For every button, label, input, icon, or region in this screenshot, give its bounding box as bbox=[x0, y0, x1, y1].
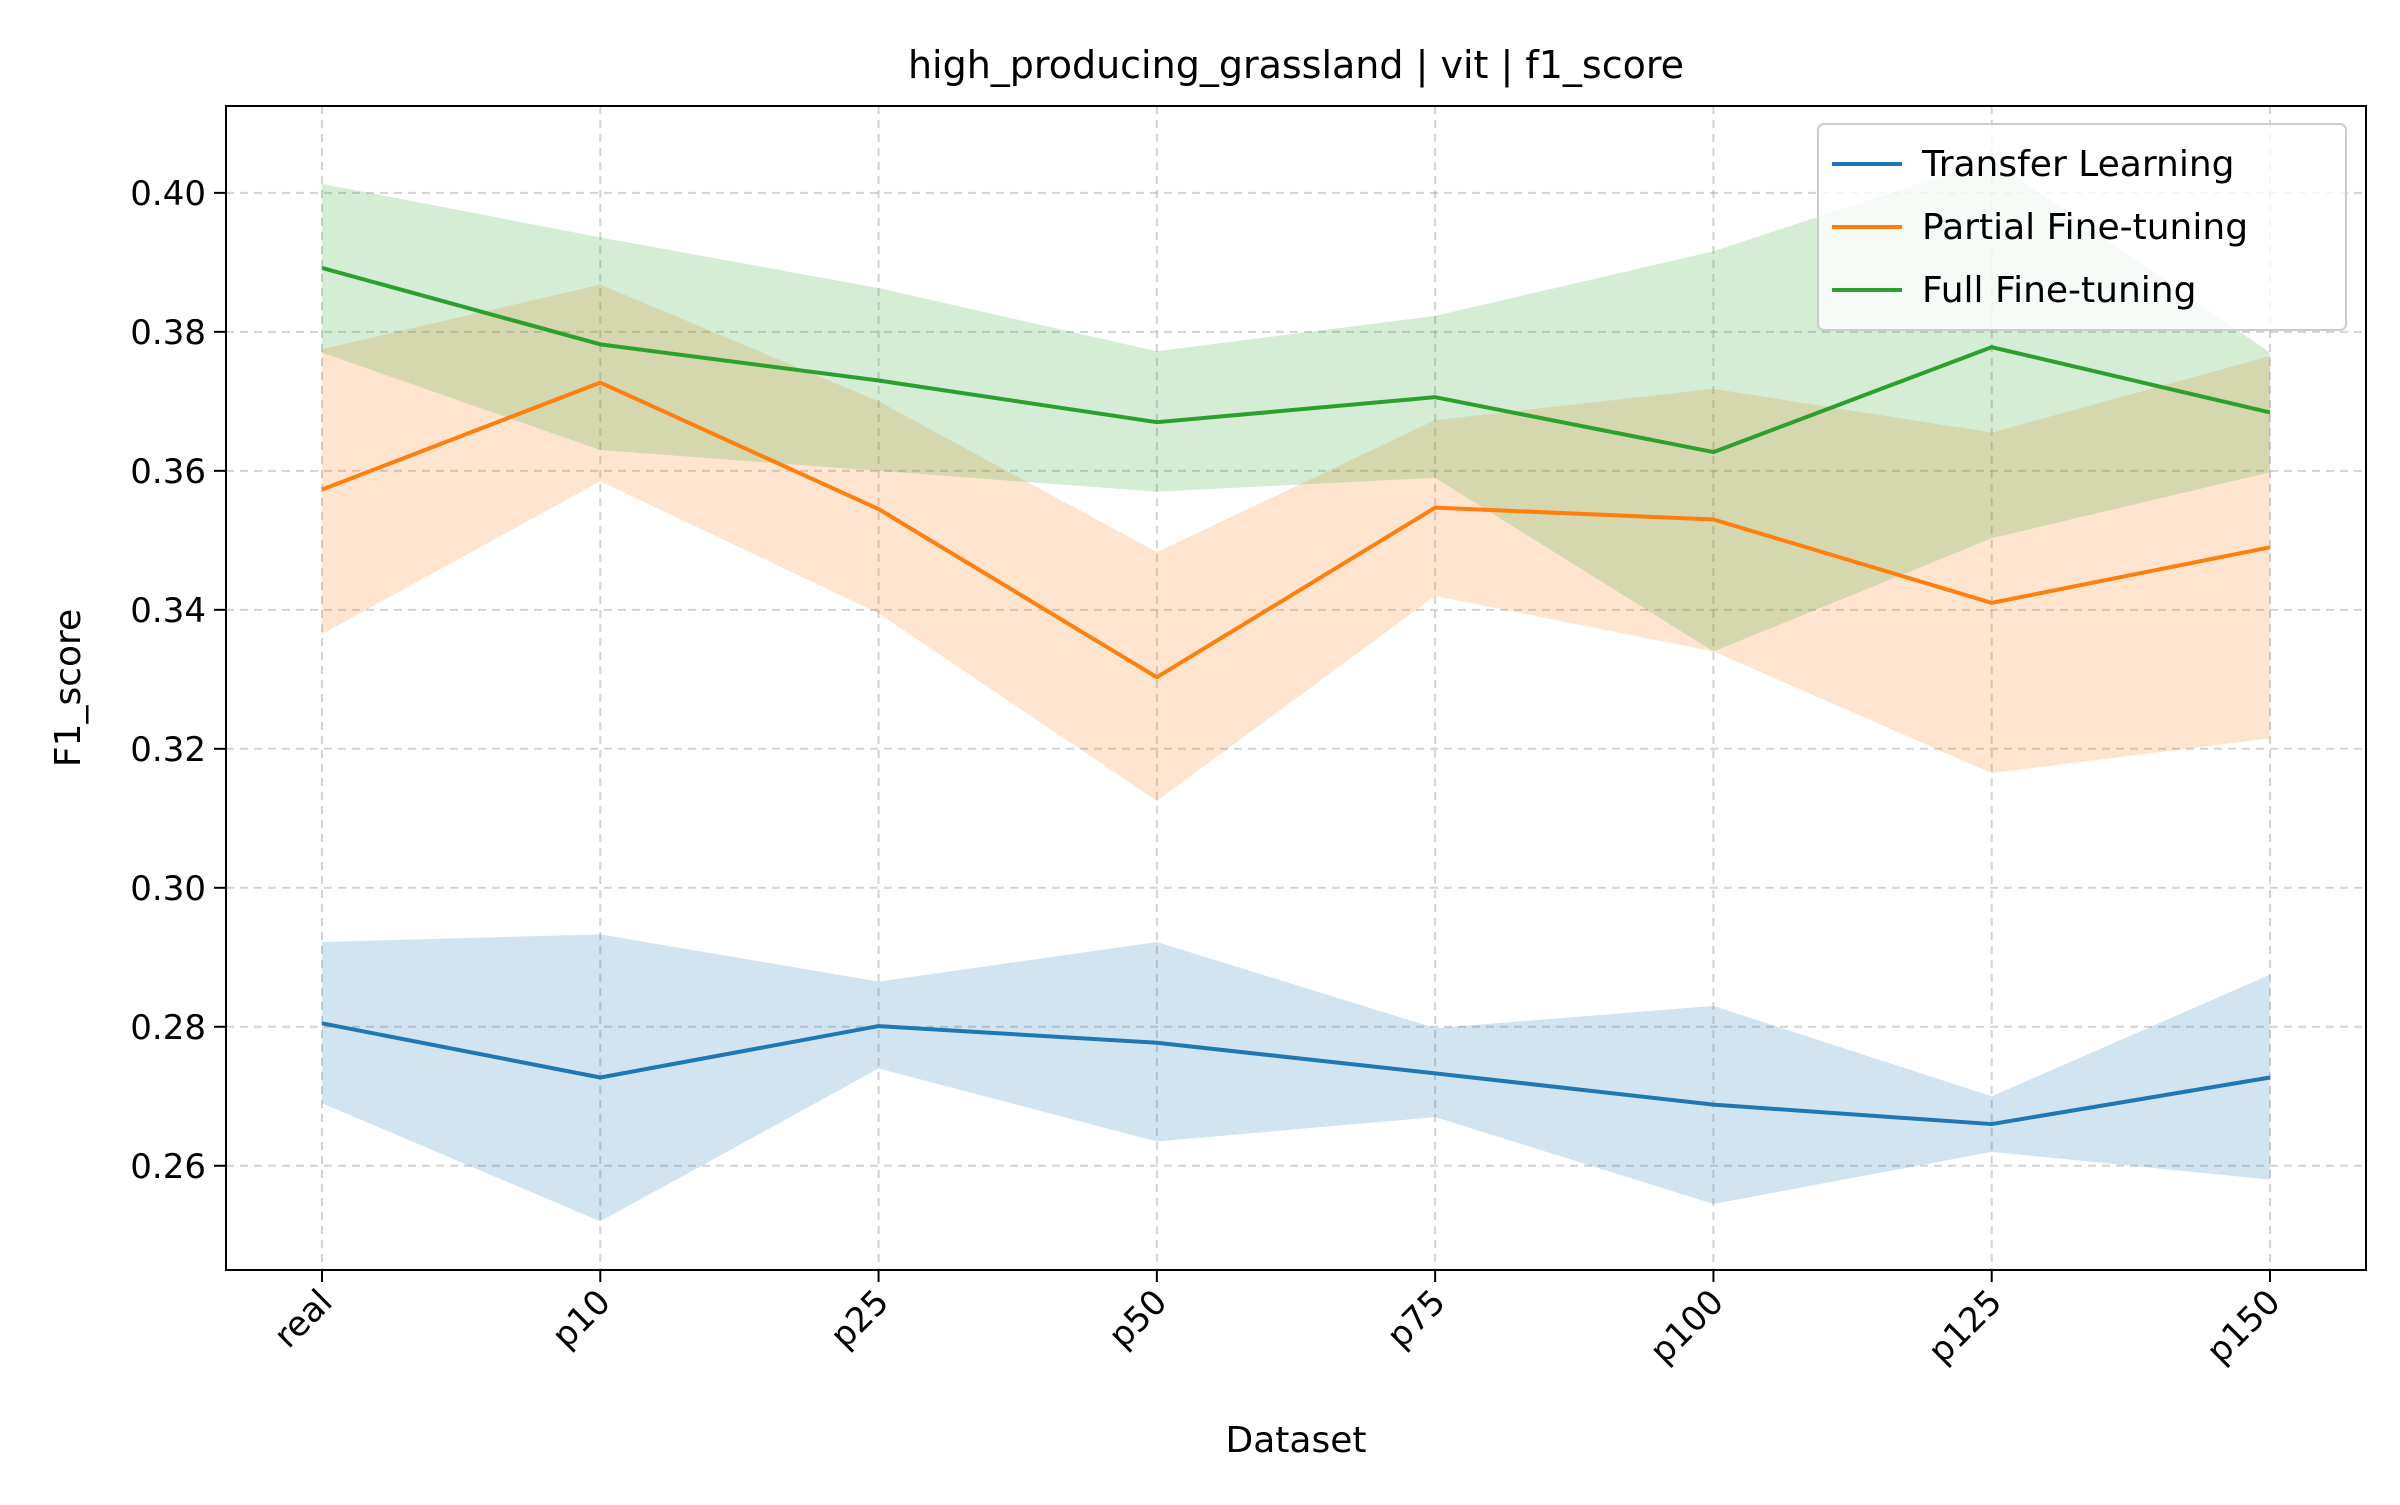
band-transfer-learning bbox=[322, 934, 2270, 1222]
line-transfer-learning bbox=[321, 1021, 2271, 1127]
y-tick-label: 0.34 bbox=[130, 591, 206, 631]
grid-lines bbox=[226, 106, 2366, 1270]
legend-label: Transfer Learning bbox=[1921, 144, 2235, 185]
y-axis-label: F1_score bbox=[48, 609, 89, 767]
line-full-fine-tuning bbox=[321, 265, 2271, 455]
line-partial-fine-tuning bbox=[321, 380, 2271, 680]
confidence-bands bbox=[322, 159, 2270, 1222]
legend-label: Full Fine-tuning bbox=[1922, 270, 2196, 311]
chart-title: high_producing_grassland | vit | f1_scor… bbox=[908, 43, 1684, 88]
legend: Transfer Learning Partial Fine-tuning Full… bbox=[1817, 123, 2347, 331]
y-tick-label: 0.30 bbox=[130, 869, 206, 909]
x-axis-label: Dataset bbox=[1226, 1420, 1367, 1461]
legend-label: Partial Fine-tuning bbox=[1922, 207, 2248, 248]
plot-frame bbox=[225, 105, 2367, 1271]
legend-box bbox=[1817, 123, 2347, 331]
y-tick-label: 0.40 bbox=[130, 174, 206, 214]
y-tick-label: 0.38 bbox=[130, 313, 206, 353]
y-tick-label: 0.26 bbox=[130, 1147, 206, 1187]
band-full-fine-tuning bbox=[322, 159, 2270, 652]
band-partial-fine-tuning bbox=[322, 284, 2270, 801]
y-tick-label: 0.28 bbox=[130, 1008, 206, 1048]
y-tick-label: 0.32 bbox=[130, 730, 206, 770]
y-tick-label: 0.36 bbox=[130, 452, 206, 492]
series-lines bbox=[321, 265, 2271, 1127]
